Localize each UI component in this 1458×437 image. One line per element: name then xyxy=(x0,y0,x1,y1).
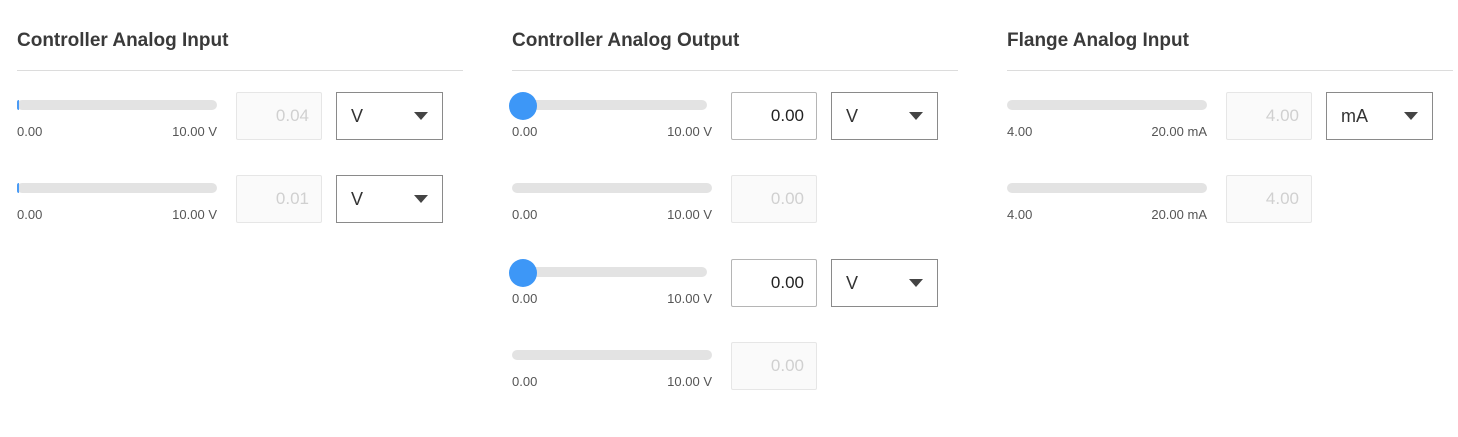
range-max-label: 10.00 V xyxy=(667,124,712,139)
range-max-label: 10.00 V xyxy=(667,374,712,389)
section-divider xyxy=(1007,70,1453,71)
level-bar xyxy=(512,183,712,193)
value-text: 0.01 xyxy=(275,189,309,208)
range-max-label: 10.00 V xyxy=(667,207,712,222)
unit-select-value: V xyxy=(846,273,859,293)
unit-select-value: V xyxy=(846,106,859,126)
level-bar xyxy=(512,350,712,360)
channel-row: 4.00 20.00 mA 4.00 mA xyxy=(1007,92,1453,152)
unit-select-value: mA xyxy=(1341,106,1368,126)
value-text: 0.00 xyxy=(770,356,804,375)
unit-select[interactable]: V xyxy=(336,175,443,223)
range-min-label: 0.00 xyxy=(512,207,538,222)
slider-handle[interactable] xyxy=(509,259,537,287)
range-min-label: 0.00 xyxy=(17,124,43,139)
range-max-label: 10.00 V xyxy=(172,207,217,222)
channel-row: 0.00 10.00 V 0.00 V xyxy=(509,259,958,319)
value-input: 0.01 xyxy=(236,175,322,223)
range-min-label: 0.00 xyxy=(17,207,43,222)
level-fill xyxy=(17,100,19,110)
value-input: 4.00 xyxy=(1226,175,1312,223)
output-slider[interactable] xyxy=(509,92,707,120)
value-input: 0.00 xyxy=(731,342,817,390)
output-slider[interactable] xyxy=(509,259,707,287)
value-text: 0.00 xyxy=(770,189,804,208)
chevron-down-icon xyxy=(414,112,428,120)
value-input: 0.04 xyxy=(236,92,322,140)
section-divider xyxy=(512,70,958,71)
value-input[interactable]: 0.00 xyxy=(731,259,817,307)
section-title: Controller Analog Input xyxy=(17,30,229,51)
unit-select[interactable]: V xyxy=(831,92,938,140)
value-text: 0.00 xyxy=(770,273,804,292)
value-text: 4.00 xyxy=(1265,189,1299,208)
channel-row: 4.00 20.00 mA 4.00 xyxy=(1007,175,1453,235)
value-text: 0.00 xyxy=(770,106,804,125)
unit-select[interactable]: V xyxy=(831,259,938,307)
section-title: Flange Analog Input xyxy=(1007,30,1189,51)
chevron-down-icon xyxy=(909,112,923,120)
unit-select[interactable]: V xyxy=(336,92,443,140)
channel-row: 0.00 10.00 V 0.00 xyxy=(512,175,958,235)
channel-row: 0.00 10.00 V 0.01 V xyxy=(17,175,463,235)
range-min-label: 4.00 xyxy=(1007,207,1033,222)
channel-row: 0.00 10.00 V 0.04 V xyxy=(17,92,463,152)
level-bar xyxy=(1007,183,1207,193)
range-min-label: 4.00 xyxy=(1007,124,1033,139)
range-max-label: 10.00 V xyxy=(667,291,712,306)
level-bar xyxy=(17,100,217,110)
value-text: 0.04 xyxy=(275,106,309,125)
unit-select[interactable]: mA xyxy=(1326,92,1433,140)
channel-row: 0.00 10.00 V 0.00 V xyxy=(509,92,958,152)
slider-handle[interactable] xyxy=(509,92,537,120)
level-fill xyxy=(17,183,19,193)
chevron-down-icon xyxy=(414,195,428,203)
range-max-label: 10.00 V xyxy=(172,124,217,139)
range-min-label: 0.00 xyxy=(512,374,538,389)
value-input: 4.00 xyxy=(1226,92,1312,140)
value-text: 4.00 xyxy=(1265,106,1299,125)
unit-select-value: V xyxy=(351,106,364,126)
range-max-label: 20.00 mA xyxy=(1151,207,1207,222)
unit-select-value: V xyxy=(351,189,364,209)
chevron-down-icon xyxy=(909,279,923,287)
chevron-down-icon xyxy=(1404,112,1418,120)
channel-row: 0.00 10.00 V 0.00 xyxy=(512,342,958,402)
range-min-label: 0.00 xyxy=(512,291,538,306)
section-title: Controller Analog Output xyxy=(512,30,740,51)
value-input[interactable]: 0.00 xyxy=(731,92,817,140)
section-divider xyxy=(17,70,463,71)
range-max-label: 20.00 mA xyxy=(1151,124,1207,139)
range-min-label: 0.00 xyxy=(512,124,538,139)
level-bar xyxy=(17,183,217,193)
value-input: 0.00 xyxy=(731,175,817,223)
level-bar xyxy=(1007,100,1207,110)
